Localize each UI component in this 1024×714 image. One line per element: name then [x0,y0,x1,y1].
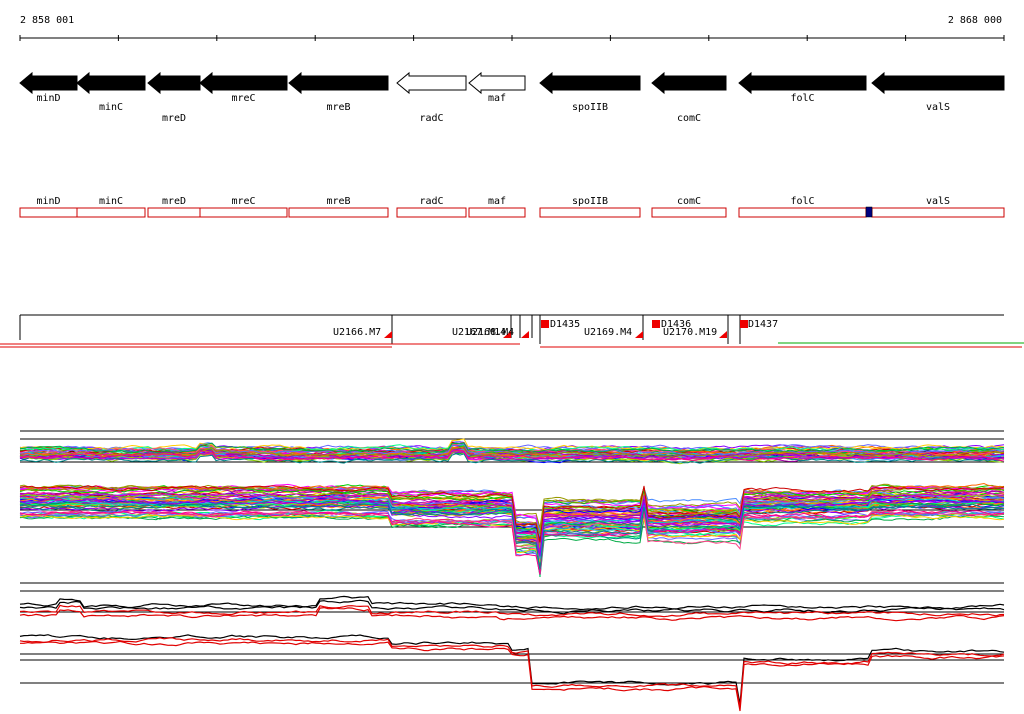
feature-label[interactable]: D1436 [661,319,691,330]
expression-trace [19,502,1005,570]
summary-trace [20,640,1005,712]
feature-marker[interactable] [521,331,529,338]
expression-trace [19,453,1005,464]
gene-arrow-label: mreC [231,93,255,104]
gene-box-spoiib[interactable] [539,207,641,218]
gene-box-minc[interactable] [76,207,146,218]
gene-box-mind[interactable] [19,207,78,218]
gene-box-mred[interactable] [147,207,201,218]
feature-label[interactable]: U2170.M19 [663,327,717,338]
coordinate-ruler: 2 858 001 2 868 000 [19,15,1005,41]
feature-label[interactable]: U2166.M7 [333,327,381,338]
gene-arrow-mreb[interactable] [288,71,389,95]
gene-box-label: radC [419,196,443,207]
summary-trace [19,599,1005,615]
gene-arrow-minc[interactable] [76,71,146,95]
feature-marker[interactable] [541,320,549,328]
gene-box-folc[interactable] [738,207,867,218]
gene-arrow-comc[interactable] [651,71,727,95]
gene-box-label: folC [790,196,814,207]
summary-reference-lines [20,582,1004,684]
gene-box-label: minC [99,196,123,207]
gene-box-track[interactable]: minD minC mreD mreC mreB radC maf spoIIB comC fol… [19,196,1005,218]
expression-traces [19,438,1005,577]
expression-panel[interactable] [19,430,1005,577]
gene-arrow-label: spoIIB [572,102,608,113]
summary-traces [19,595,1005,712]
summary-trace [19,595,1005,611]
expression-trace [19,446,1005,458]
gene-box-radc[interactable] [396,207,467,218]
feature-marker[interactable] [503,331,511,338]
gene-box-mrec[interactable] [199,207,288,218]
gene-arrow-vals[interactable] [871,71,1005,95]
gene-arrow-mind[interactable] [19,71,78,95]
feature-marker[interactable] [740,320,748,328]
expression-trace [19,449,1005,462]
gene-arrow-label: mreD [162,113,186,124]
gene-arrow-label: radC [419,113,443,124]
gene-box-label: maf [488,196,506,207]
feature-marker[interactable] [652,320,660,328]
gene-box-mreb[interactable] [288,207,389,218]
summary-trace [19,634,1005,705]
gene-box-label: mreC [231,196,255,207]
gene-box-label: minD [36,196,60,207]
ruler-end-label: 2 868 000 [948,15,1002,26]
gene-box-comc[interactable] [651,207,727,218]
gene-box-label: mreD [162,196,186,207]
gene-arrow-label: minD [36,93,60,104]
gene-arrow-label: comC [677,113,701,124]
expression-trace [19,485,1005,543]
ruler-start-label: 2 858 001 [20,15,74,26]
summary-panel[interactable] [19,582,1005,712]
expression-trace [19,442,1005,453]
gene-box-label: comC [677,196,701,207]
gene-box-label: mreB [326,196,350,207]
expression-trace [19,510,1005,561]
expression-trace [19,504,1005,558]
gene-box-label: valS [926,196,950,207]
expression-trace [19,491,1004,554]
expression-trace [19,510,1005,575]
feature-marker[interactable] [719,331,727,338]
gene-arrow-mrec[interactable] [199,71,288,95]
gene-arrow-label: folC [790,93,814,104]
feature-label[interactable]: U2168.M4 [466,327,514,338]
gene-arrow-maf[interactable] [468,71,526,95]
feature-label[interactable]: D1435 [550,319,580,330]
expression-trace [19,485,1005,535]
feature-label[interactable]: U2169.M4 [584,327,632,338]
highlight-marker[interactable] [865,206,873,218]
gene-arrow-spoiib[interactable] [539,71,641,95]
gene-box-vals[interactable] [871,207,1005,218]
summary-trace [19,606,1005,622]
feature-marker[interactable] [384,331,392,338]
summary-trace [19,604,1005,618]
feature-brackets [391,314,741,344]
gene-arrow-label: minC [99,102,123,113]
feature-label[interactable]: U2167.M14 [452,327,506,338]
feature-marker[interactable] [635,331,643,338]
ruler-ticks [19,35,1005,41]
gene-arrow-label: valS [926,102,950,113]
gene-box-maf[interactable] [468,207,526,218]
expression-trace [19,441,1005,451]
gene-arrow-label: mreB [326,102,350,113]
gene-arrow-mred[interactable] [147,71,201,95]
gene-arrow-track[interactable]: minD minC mreD mreC mreB radC maf spoIIB comC fol… [19,71,1005,124]
gene-arrow-folc[interactable] [738,71,867,95]
summary-trace [19,637,1005,708]
feature-label[interactable]: D1437 [748,319,778,330]
gene-box-label: spoIIB [572,196,608,207]
gene-arrow-radc[interactable] [396,71,467,95]
gene-arrow-label: maf [488,93,506,104]
